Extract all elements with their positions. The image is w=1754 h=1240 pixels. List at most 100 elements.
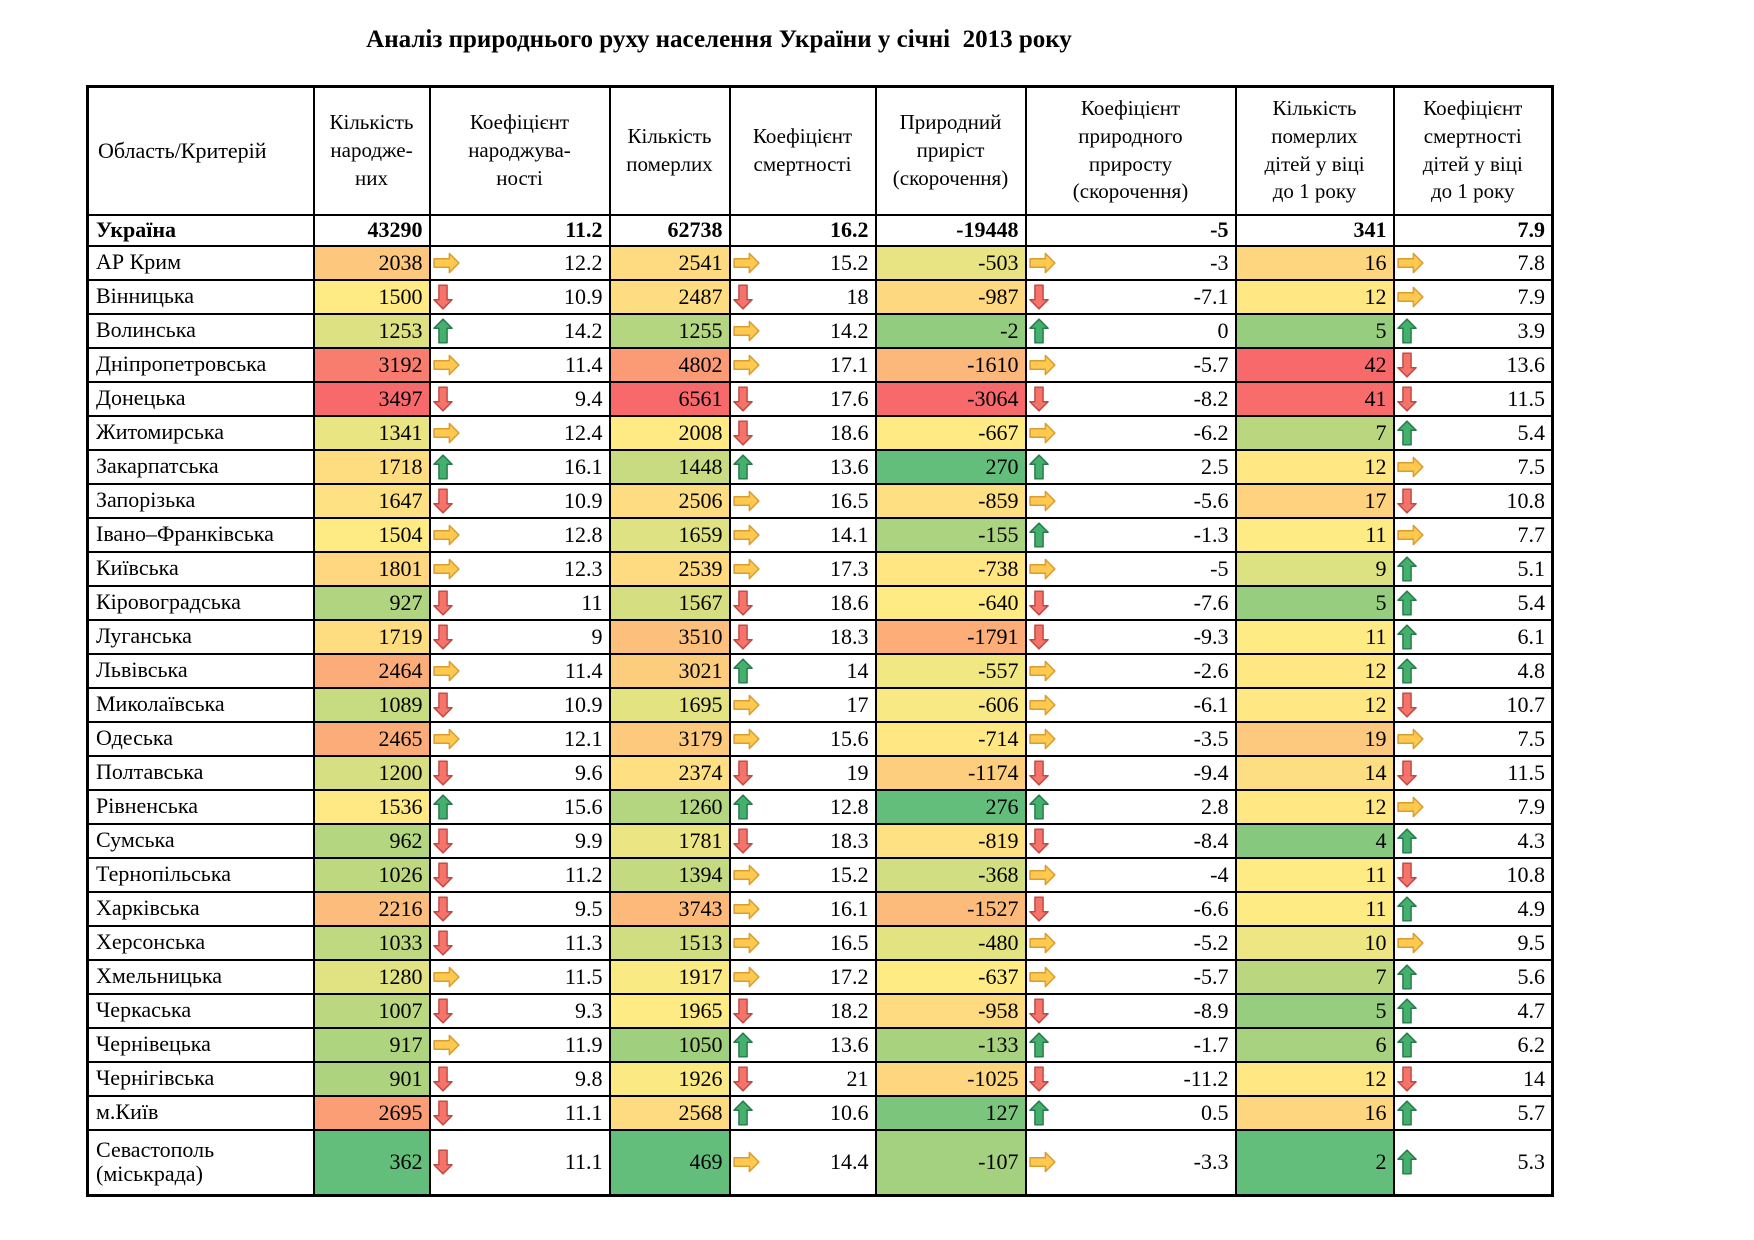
death-rate-cell: 10.6 [728,1094,877,1131]
infant-rate-cell-value: 7.5 [1517,725,1546,751]
trend-down-icon [1396,1065,1417,1092]
death-rate-cell-value: 10.6 [830,1099,869,1125]
natural-increase-cell: -637 [874,958,1027,995]
infant-rate-cell-value: 7.9 [1517,283,1546,309]
birth-rate-cell-value: 9 [591,623,603,649]
death-rate-cell-value: 14.2 [830,317,869,343]
trend-up-icon [732,453,753,480]
birth-rate-cell-value: 9.9 [575,827,603,853]
birth-rate-cell: 9.5 [428,890,611,927]
trend-down-icon [432,827,453,854]
natural-rate-cell-value: 0 [1217,317,1229,343]
death-rate-cell: 16.5 [728,924,877,961]
trend-down-icon [1028,997,1049,1024]
natural-rate-cell-value: -3 [1210,249,1229,275]
trend-down-icon [1028,827,1049,854]
trend-down-icon [432,623,453,650]
births-cell: 1500 [312,278,431,315]
trend-right-icon [732,1151,760,1173]
region-name: Запорізька [86,482,315,519]
births-cell: 1026 [312,856,431,893]
births-cell: 2695 [312,1094,431,1131]
table-row: Севастополь (міськрада) 362 11.1 469 14.4 -10… [86,1128,1554,1197]
trend-right-icon [1028,932,1056,953]
infant-rate-cell-value: 7.7 [1517,521,1546,547]
trend-right-icon [432,252,460,273]
infant-rate-cell-value: 7.8 [1517,249,1546,275]
infant-rate-cell-value: 14 [1523,1065,1545,1091]
natural-rate-cell: -6.1 [1024,686,1237,723]
column-header-death-rate: Коефіцієнт смертності [728,85,877,216]
natural-rate-cell-value: -9.3 [1193,623,1229,649]
birth-rate-cell: 9.6 [428,754,611,791]
natural-rate-cell-value: -4 [1210,861,1229,887]
infant-deaths-cell: 12 [1234,1060,1395,1097]
death-rate-cell-value: 17.3 [830,555,869,581]
trend-up-icon [1396,317,1417,344]
natural-increase-cell: -155 [874,516,1027,553]
infant-rate-cell: 7.9 [1392,788,1554,825]
trend-right-icon [1396,456,1424,477]
birth-rate-cell: 10.9 [428,278,611,315]
trend-down-icon [1028,589,1049,616]
trend-down-icon [732,1065,753,1092]
infant-rate-cell-value: 7.9 [1517,793,1546,819]
infant-rate-cell-value: 10.8 [1506,861,1546,887]
deaths-cell: 2374 [608,754,731,791]
natural-rate-cell-value: -8.9 [1193,997,1229,1023]
trend-right-icon [732,252,760,273]
table-row: Полтавська 1200 9.6 2374 19 -1174 -9.4 14 11.5 [86,754,1554,791]
natural-increase-cell: 127 [874,1094,1027,1131]
death-rate-cell: 18 [728,278,877,315]
infant-rate-cell: 11.5 [1392,754,1554,791]
column-header-infant-rate: Коефіцієнт смертності дітей у віці до 1 … [1392,85,1554,216]
death-rate-cell: 21 [728,1060,877,1097]
deaths-cell: 2487 [608,278,731,315]
trend-down-icon [1028,759,1049,786]
trend-up-icon [1028,317,1049,344]
deaths-cell: 4802 [608,346,731,383]
natural-increase-cell: 270 [874,448,1027,485]
death-rate-cell: 15.2 [728,856,877,893]
infant-rate-cell: 7.9 [1392,213,1554,247]
death-rate-cell-value: 14 [846,657,869,683]
trend-down-icon [432,861,453,888]
infant-deaths-cell: 41 [1234,380,1395,417]
deaths-cell: 2541 [608,244,731,281]
deaths-cell: 1917 [608,958,731,995]
infant-rate-cell-value: 4.9 [1517,895,1546,921]
deaths-cell: 2506 [608,482,731,519]
trend-down-icon [432,759,453,786]
table-row: Івано–Франківська 1504 12.8 1659 14.1 -155 -1.… [86,516,1554,553]
infant-rate-cell: 5.4 [1392,584,1554,621]
infant-deaths-cell: 7 [1234,414,1395,451]
table-row: Вінницька 1500 10.9 2487 18 -987 -7.1 12 7.9 [86,278,1554,315]
trend-down-icon [1028,623,1049,650]
natural-rate-cell: -2.6 [1024,652,1237,689]
death-rate-cell: 12.8 [728,788,877,825]
natural-increase-cell: -859 [874,482,1027,519]
natural-increase-cell: -667 [874,414,1027,451]
infant-deaths-cell: 7 [1234,958,1395,995]
infant-rate-cell-value: 5.1 [1517,555,1546,581]
infant-deaths-cell: 11 [1234,516,1395,553]
death-rate-cell: 14.2 [728,312,877,349]
infant-rate-cell-value: 11.5 [1507,385,1545,411]
death-rate-cell-value: 16.1 [830,895,869,921]
death-rate-cell-value: 18.3 [830,827,869,853]
births-cell: 2465 [312,720,431,757]
infant-rate-cell: 4.3 [1392,822,1554,859]
death-rate-cell-value: 15.2 [830,249,869,275]
region-name: Кіровоградська [86,584,315,621]
natural-increase-cell: -1174 [874,754,1027,791]
death-rate-cell-value: 18.3 [830,623,869,649]
births-cell: 1253 [312,312,431,349]
region-name: Чернівецька [86,1026,315,1063]
natural-rate-cell: -11.2 [1024,1060,1237,1097]
death-rate-cell-value: 17.2 [830,963,869,989]
trend-down-icon [732,419,753,446]
birth-rate-cell-value: 12.4 [564,419,603,445]
birth-rate-cell-value: 11.1 [564,1099,603,1125]
infant-deaths-cell: 5 [1234,312,1395,349]
death-rate-cell: 18.3 [728,822,877,859]
